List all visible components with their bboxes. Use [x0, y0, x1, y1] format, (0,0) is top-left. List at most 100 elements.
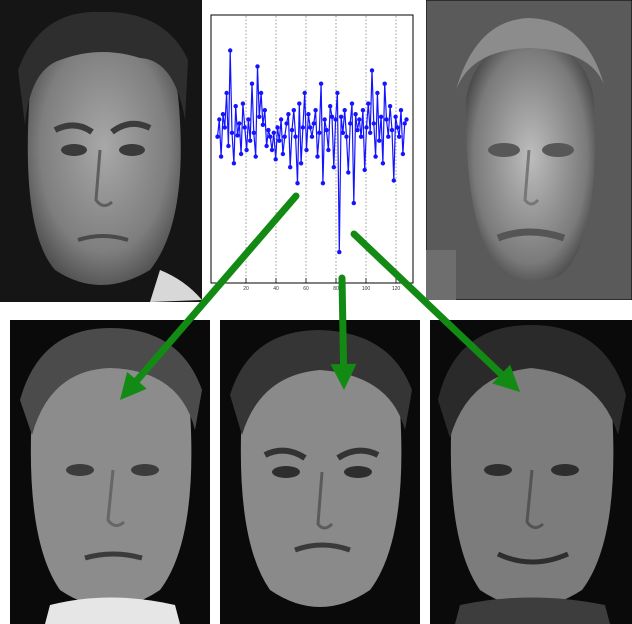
data-point [304, 147, 309, 153]
data-point [218, 154, 224, 159]
data-point [297, 101, 302, 106]
data-point [313, 108, 318, 113]
data-point [338, 114, 344, 120]
data-point [244, 147, 249, 153]
data-point [231, 161, 237, 166]
data-point [229, 130, 235, 135]
data-point [373, 154, 378, 159]
x-tick-label: 60 [303, 286, 309, 290]
data-point [255, 64, 260, 69]
data-point [344, 134, 349, 139]
data-point [220, 112, 226, 117]
data-point [340, 130, 346, 135]
data-point [324, 127, 329, 133]
data-point [358, 134, 364, 139]
data-point [257, 114, 262, 120]
coefficient-line-chart: 20 40 60 80 100 120 [210, 14, 414, 290]
x-tick-label: 40 [273, 286, 279, 290]
data-point [353, 112, 358, 117]
data-point [248, 138, 253, 143]
x-tick-label: 100 [362, 286, 371, 290]
data-point [398, 108, 404, 113]
data-point [380, 161, 386, 166]
data-point [369, 68, 375, 73]
data-point [275, 125, 280, 130]
data-point [278, 117, 284, 122]
data-point [320, 181, 326, 186]
mean-face-image [426, 0, 632, 300]
data-point [315, 154, 320, 159]
data-point [346, 170, 351, 175]
data-point [395, 125, 400, 130]
data-point [215, 134, 220, 139]
data-point [333, 117, 338, 122]
data-point [400, 151, 406, 157]
x-tick-label: 20 [243, 286, 249, 290]
data-point [224, 90, 229, 96]
data-point [237, 121, 242, 126]
data-point [240, 101, 246, 106]
data-point [326, 147, 331, 153]
data-point [253, 154, 258, 159]
data-point [404, 117, 409, 122]
match-face-image-1 [10, 320, 210, 624]
data-point [335, 90, 340, 96]
data-point [264, 143, 269, 149]
data-point [302, 90, 307, 96]
data-point [226, 143, 231, 149]
data-point [288, 165, 293, 170]
data-point [260, 122, 266, 128]
data-point [389, 127, 395, 133]
query-face-image [0, 0, 202, 302]
coefficient-plot: 20 40 60 80 100 120 [210, 14, 414, 290]
data-point [277, 138, 282, 143]
data-point [282, 134, 287, 139]
data-point [268, 134, 273, 139]
data-point [222, 125, 227, 130]
data-point [233, 104, 238, 109]
data-point [377, 138, 382, 143]
data-point [391, 178, 396, 183]
match-face-image-2 [220, 320, 420, 624]
data-point [402, 121, 407, 126]
data-point [262, 108, 267, 113]
data-point [368, 130, 373, 135]
data-point [357, 117, 362, 122]
data-point [308, 125, 313, 130]
data-point [228, 48, 233, 53]
data-point [242, 125, 247, 130]
data-point [217, 117, 222, 122]
data-point [273, 157, 278, 162]
data-point [337, 249, 342, 255]
data-point [306, 112, 311, 117]
data-point [375, 90, 380, 96]
data-point [251, 130, 256, 135]
data-point [328, 104, 333, 109]
data-point [387, 104, 393, 109]
data-point [366, 101, 371, 106]
data-point [269, 147, 275, 153]
data-point [384, 117, 389, 122]
data-point [397, 134, 402, 139]
data-point [364, 125, 369, 130]
data-point [298, 161, 304, 166]
data-point [300, 125, 306, 130]
x-tick-label: 120 [392, 286, 401, 290]
data-point [348, 121, 353, 126]
match-face-image-3 [430, 320, 632, 624]
data-point [286, 112, 291, 117]
data-point [342, 108, 347, 113]
data-point [371, 121, 376, 126]
data-point [309, 134, 315, 139]
data-point [378, 114, 384, 120]
data-point [280, 151, 286, 157]
data-point [386, 134, 391, 139]
data-point [331, 165, 336, 170]
data-point [318, 81, 324, 86]
data-point [311, 121, 316, 126]
data-point [360, 108, 366, 113]
data-point [295, 181, 300, 186]
data-point [329, 114, 335, 120]
data-point [362, 167, 367, 173]
data-point [289, 127, 295, 133]
